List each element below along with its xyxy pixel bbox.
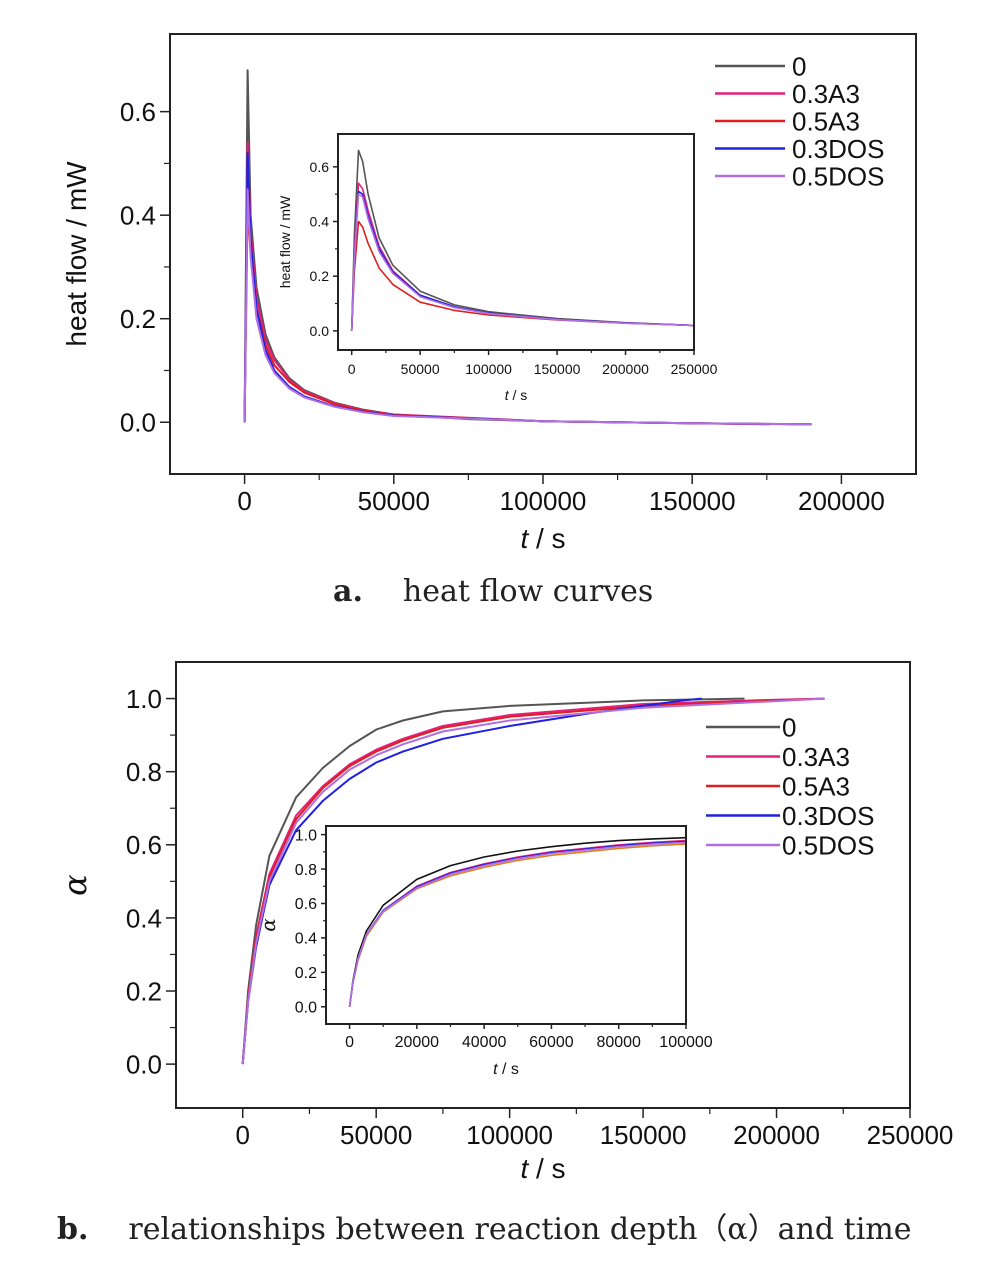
caption-a-label: a. <box>333 574 363 609</box>
y-tick-label: 0.6 <box>126 830 162 860</box>
y-tick-label: 0.0 <box>310 323 330 339</box>
inset-background <box>326 826 686 1024</box>
chart-b-main: 0 50000 100000 150000 200000 2500000.00.20.40… <box>56 661 954 1184</box>
caption-b: b. relationships between reaction depth（α… <box>57 1204 911 1248</box>
y-tick-label: 0.6 <box>295 896 317 913</box>
series-line-0 <box>348 836 687 1007</box>
legend-label: 0.3A3 <box>782 742 850 772</box>
legend-label: 0.5DOS <box>792 161 885 191</box>
series-line-0.5DOS <box>243 188 812 426</box>
y-tick-label: 0.2 <box>126 976 162 1006</box>
caption-b-text: relationships between reaction depth（α）a… <box>128 1212 912 1247</box>
plot-frame <box>337 133 695 351</box>
y-tick-label: 1.0 <box>126 684 162 714</box>
y-tick-label: 0.4 <box>310 214 330 230</box>
x-tick-label: 100000 <box>659 1034 712 1051</box>
x-tick-label: 20000 <box>395 1034 440 1051</box>
legend-label: 0.3A3 <box>792 79 860 109</box>
series-line-0.5DOS <box>348 841 687 1007</box>
x-axis-label-unit: / s <box>509 387 528 403</box>
y-tick-label: 0.6 <box>120 97 156 127</box>
y-tick-label: 0.2 <box>120 304 156 334</box>
x-tick-label: 150000 <box>534 361 581 377</box>
y-tick-label: 0.2 <box>295 965 317 982</box>
y-tick-label: 0.0 <box>295 1000 317 1017</box>
x-tick-label: 100000 <box>500 486 587 516</box>
legend-label: 0.3DOS <box>792 134 885 164</box>
x-tick-label: 0 <box>348 361 356 377</box>
x-axis-label-var: t <box>520 1153 529 1184</box>
caption-a-text: heat flow curves <box>402 574 654 609</box>
x-tick-label: 0 <box>235 1120 249 1150</box>
x-tick-label: 100000 <box>465 361 512 377</box>
x-tick-label: 40000 <box>462 1034 507 1051</box>
y-axis-label: heat flow / mW <box>277 195 293 288</box>
x-axis-label: t / s <box>520 523 565 554</box>
x-axis-label-unit: / s <box>528 523 565 554</box>
x-axis-label-var: t <box>505 387 510 403</box>
y-tick-label: 0.4 <box>295 931 317 948</box>
y-tick-label: 0.0 <box>120 408 156 438</box>
y-axis-label: α <box>56 874 94 896</box>
legend-label: 0.5A3 <box>792 106 860 136</box>
x-tick-label: 150000 <box>600 1120 687 1150</box>
x-tick-label: 0 <box>345 1034 354 1051</box>
y-tick-label: 0.4 <box>120 201 156 231</box>
caption-a: a. heat flow curves <box>333 574 653 609</box>
x-tick-label: 200000 <box>798 486 885 516</box>
x-tick-label: 100000 <box>466 1120 553 1150</box>
x-tick-label: 80000 <box>596 1034 641 1051</box>
y-tick-label: 1.0 <box>295 827 317 844</box>
legend-label: 0.5DOS <box>782 830 875 860</box>
x-axis-label-unit: / s <box>528 1153 565 1184</box>
chart-a-inset: 0 50000 100000 150000 200000 250000 0.0 0.2 0.4 0… <box>277 133 718 403</box>
y-tick-label: 0.2 <box>310 268 330 284</box>
y-axis-label: α <box>256 918 280 932</box>
legend-label: 0 <box>782 712 796 742</box>
x-tick-label: 250000 <box>671 361 718 377</box>
x-axis-label: t / s <box>520 1153 565 1184</box>
x-tick-label: 0 <box>237 486 251 516</box>
x-axis-label: t / s <box>505 387 528 403</box>
chart-b-inset: 0 20000 40000 60000 80000 100000 0.0 0.2 0.4 0.6 0… <box>256 825 713 1078</box>
y-tick-label: 0.6 <box>310 159 330 175</box>
x-tick-label: 150000 <box>649 486 736 516</box>
y-tick-label: 0.8 <box>295 862 317 879</box>
x-tick-label: 50000 <box>340 1120 412 1150</box>
y-tick-label: 0.0 <box>126 1049 162 1079</box>
y-axis-label: heat flow / mW <box>61 161 92 347</box>
series-line-0.5DOS <box>241 697 825 1065</box>
series-line-0.5DOS <box>350 193 695 331</box>
x-axis-label-var: t <box>493 1061 498 1078</box>
plot-frame <box>325 825 687 1025</box>
x-axis-label-var: t <box>520 523 529 554</box>
x-tick-label: 200000 <box>602 361 649 377</box>
y-tick-label: 0.4 <box>126 903 162 933</box>
x-axis-label-unit: / s <box>498 1061 519 1078</box>
x-tick-label: 50000 <box>401 361 440 377</box>
plot-frame <box>175 661 911 1109</box>
series-line-0 <box>241 697 745 1065</box>
y-tick-label: 0.8 <box>126 757 162 787</box>
legend-label: 0.3DOS <box>782 801 875 831</box>
x-tick-label: 50000 <box>358 486 430 516</box>
x-tick-label: 200000 <box>733 1120 820 1150</box>
caption-b-label: b. <box>57 1212 89 1247</box>
x-tick-label: 250000 <box>867 1120 954 1150</box>
x-tick-label: 60000 <box>529 1034 574 1051</box>
x-axis-label: t / s <box>493 1061 519 1078</box>
chart-a-main: 0 50000 100000 150000 200000 0.0 0.2 0.4 0.6 t / … <box>61 33 917 554</box>
legend-label: 0.5A3 <box>782 771 850 801</box>
legend-label: 0 <box>792 51 806 81</box>
